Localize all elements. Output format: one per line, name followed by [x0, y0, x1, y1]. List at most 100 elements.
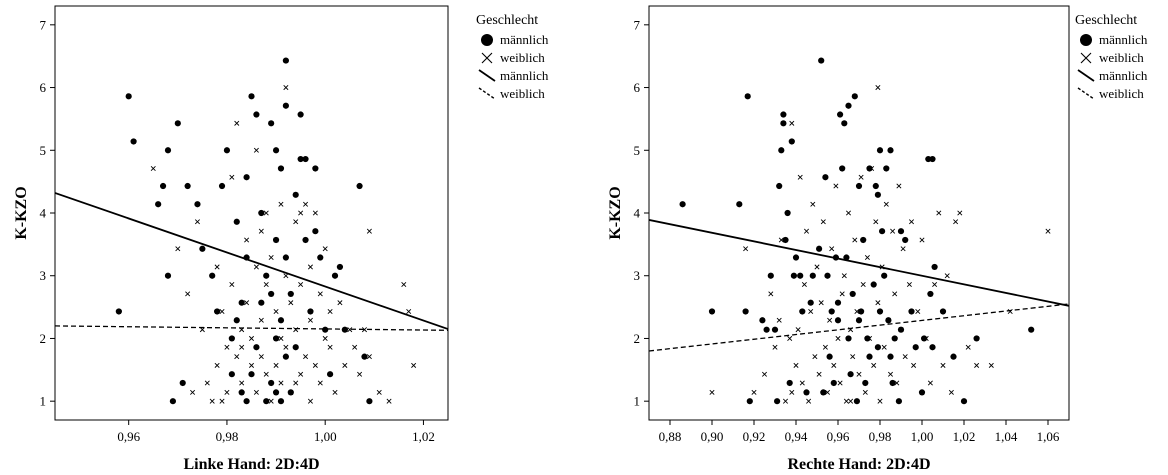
y-tick-label: 2 [40, 331, 47, 346]
point-weiblich [848, 398, 854, 404]
point-maennlich [883, 165, 890, 172]
point-weiblich [810, 201, 816, 207]
point-maennlich [786, 379, 793, 387]
point-maennlich [818, 57, 825, 64]
point-weiblich [239, 380, 245, 386]
point-maennlich [891, 335, 898, 342]
point-weiblich [795, 327, 801, 333]
point-maennlich [858, 308, 865, 315]
point-maennlich [759, 317, 766, 324]
point-maennlich [272, 389, 280, 396]
point-maennlich [782, 236, 789, 244]
point-maennlich [809, 272, 816, 279]
point-weiblich [824, 389, 831, 395]
point-maennlich [788, 138, 795, 145]
point-maennlich [679, 201, 686, 208]
point-weiblich [307, 398, 313, 404]
point-maennlich [312, 165, 319, 172]
point-weiblich [936, 210, 942, 216]
point-weiblich [312, 362, 318, 368]
point-maennlich [307, 308, 314, 315]
point-weiblich [940, 362, 946, 368]
fit-line-maennlich [55, 192, 448, 330]
point-weiblich [948, 389, 954, 395]
point-weiblich [214, 362, 220, 368]
point-weiblich [401, 281, 407, 288]
point-weiblich [298, 210, 304, 216]
point-weiblich [860, 281, 866, 288]
point-weiblich [835, 335, 841, 341]
point-weiblich [411, 362, 417, 368]
point-weiblich [263, 281, 269, 288]
point-weiblich [841, 273, 847, 279]
point-maennlich [214, 308, 221, 315]
point-maennlich [849, 290, 856, 298]
point-maennlich [780, 120, 787, 127]
point-maennlich [837, 111, 844, 118]
point-weiblich [342, 362, 348, 368]
point-weiblich [887, 371, 894, 377]
point-weiblich [814, 264, 820, 270]
point-maennlich [708, 308, 716, 315]
point-maennlich [780, 111, 787, 118]
point-maennlich [895, 398, 903, 405]
point-weiblich [219, 308, 225, 315]
point-maennlich [263, 398, 270, 405]
point-weiblich [869, 165, 875, 171]
point-maennlich [927, 290, 934, 298]
point-weiblich [234, 120, 240, 126]
point-maennlich [790, 272, 798, 279]
point-weiblich [812, 354, 818, 360]
x-tick-label: 0,88 [659, 429, 682, 444]
point-maennlich [248, 93, 255, 100]
point-weiblich [175, 246, 181, 252]
legend-cross-icon [481, 52, 493, 64]
point-weiblich [366, 354, 372, 360]
point-weiblich [244, 300, 250, 306]
chart-left-hand: 1 2 3 4 5 6 7 0,96 0,98 1,00 1,02 Linke Hand: 2D:4D… [13, 5, 549, 473]
point-weiblich [288, 389, 294, 395]
x-tick-label: 0,94 [785, 429, 808, 444]
point-weiblich [843, 398, 849, 404]
point-maennlich [312, 228, 319, 235]
point-weiblich [803, 228, 810, 234]
fit-line-maennlich [649, 219, 1069, 307]
point-weiblich [743, 246, 749, 252]
point-maennlich [767, 272, 774, 279]
point-weiblich [229, 281, 235, 288]
point-weiblich [829, 246, 835, 252]
point-weiblich [864, 255, 870, 261]
point-weiblich [327, 308, 333, 315]
point-weiblich [150, 165, 156, 171]
point-weiblich [258, 228, 264, 234]
point-maennlich [918, 389, 926, 396]
x-tick-label: 1,02 [953, 429, 976, 444]
point-maennlich [272, 147, 280, 154]
point-weiblich [224, 389, 230, 395]
point-weiblich [776, 317, 782, 323]
point-maennlich [830, 379, 837, 387]
x-tick-label: 0,92 [743, 429, 766, 444]
point-weiblich [327, 344, 333, 350]
point-maennlich [331, 272, 339, 279]
point-maennlich [931, 263, 938, 271]
point-maennlich [803, 389, 810, 396]
point-maennlich [361, 353, 368, 360]
point-weiblich [322, 246, 328, 252]
point-maennlich [736, 201, 743, 208]
point-weiblich [239, 344, 245, 350]
y-tick-label: 5 [634, 143, 641, 158]
point-weiblich [801, 281, 807, 288]
point-maennlich [336, 263, 344, 271]
point-maennlich [155, 201, 162, 208]
plot-area [55, 57, 448, 405]
point-maennlich [847, 371, 854, 378]
point-weiblich [209, 398, 215, 404]
point-maennlich [268, 120, 275, 127]
point-maennlich [853, 398, 861, 405]
point-maennlich [807, 299, 814, 306]
point-weiblich [303, 354, 309, 360]
point-maennlich [876, 147, 884, 154]
point-maennlich [874, 191, 882, 198]
